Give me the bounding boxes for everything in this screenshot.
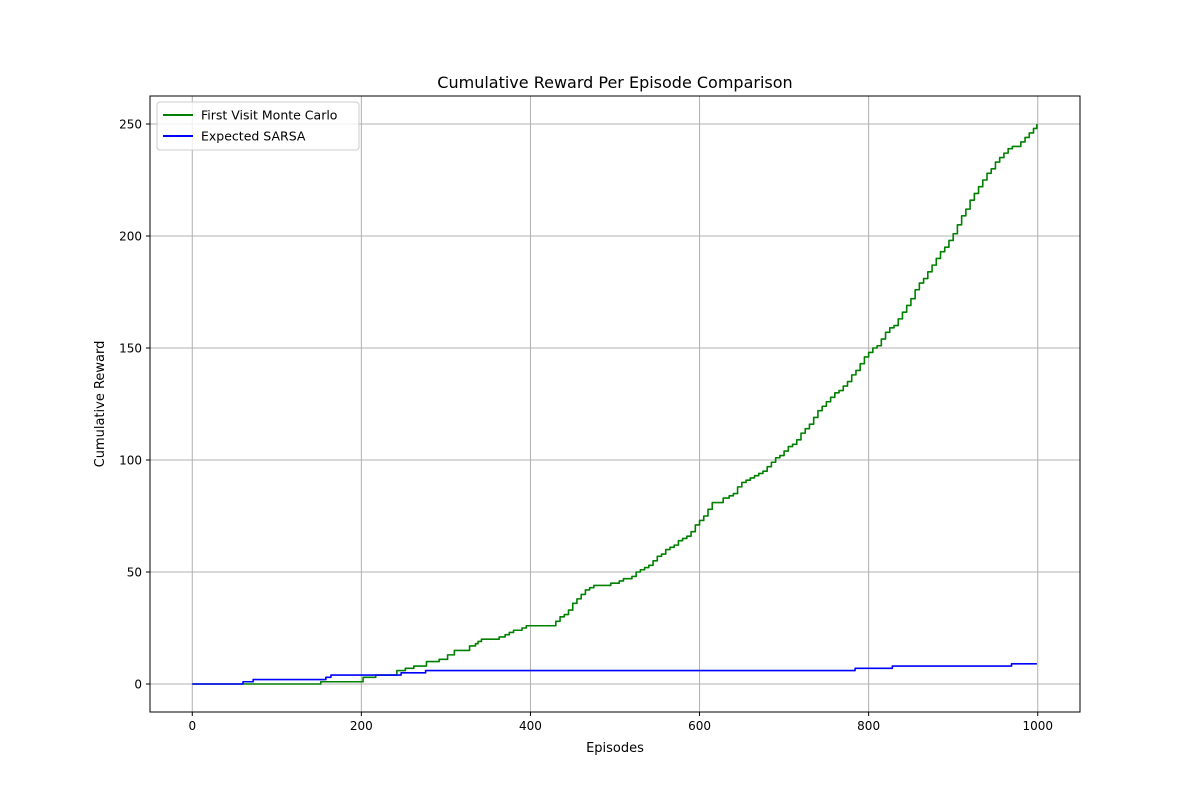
y-tick-label: 250: [119, 118, 142, 132]
y-tick-label: 0: [134, 678, 142, 692]
x-axis-label: Episodes: [586, 741, 644, 756]
x-tick-label: 1000: [1022, 719, 1053, 733]
x-tick-label: 600: [688, 719, 711, 733]
series-line-first-visit-monte-carlo: [192, 124, 1038, 685]
y-tick-label: 50: [127, 566, 142, 580]
x-tick-label: 400: [519, 719, 542, 733]
chart-title: Cumulative Reward Per Episode Comparison: [437, 73, 792, 92]
y-tick-label: 150: [119, 342, 142, 356]
x-tick-label: 800: [857, 719, 880, 733]
legend-label-first-visit-monte-carlo: First Visit Monte Carlo: [201, 108, 337, 123]
legend: First Visit Monte Carlo Expected SARSA: [156, 101, 360, 151]
legend-label-expected-sarsa: Expected SARSA: [201, 129, 306, 144]
x-tick-label: 0: [188, 719, 196, 733]
series-lines: [192, 124, 1038, 685]
y-tick-label: 200: [119, 230, 142, 244]
plot-frame: [149, 95, 1081, 713]
legend-box: [156, 101, 360, 151]
y-axis-label: Cumulative Reward: [93, 341, 108, 468]
x-tick-label: 200: [350, 719, 373, 733]
y-axis-ticks: 0 50 100 150 200 250: [119, 118, 150, 692]
y-tick-label: 100: [119, 454, 142, 468]
plot-background: [150, 96, 1080, 712]
series-line-expected-sarsa: [192, 663, 1037, 685]
x-axis-ticks: 0 200 400 600 800 1000: [188, 712, 1053, 733]
